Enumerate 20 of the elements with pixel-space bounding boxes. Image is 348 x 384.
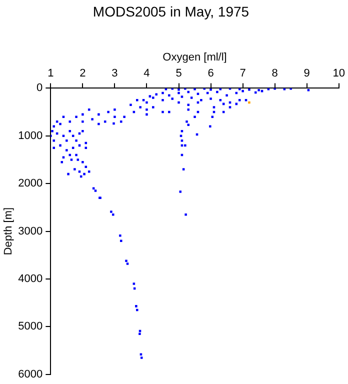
x-tick-label: 2 (80, 68, 86, 80)
x-tick-label: 3 (112, 68, 118, 80)
x-tick-label: 10 (332, 68, 346, 80)
x-tick-label: 4 (144, 68, 150, 80)
y-tick-label: 6000 (18, 368, 43, 380)
y-axis-title: Depth [m] (2, 207, 15, 256)
y-tick-label: 1000 (18, 130, 43, 142)
y-tick-label: 0 (36, 82, 43, 94)
x-tick-label: 5 (176, 68, 182, 80)
x-tick-label: 6 (208, 68, 214, 80)
x-tick-label: 8 (272, 68, 278, 80)
y-tick-label: 5000 (18, 320, 43, 333)
x-axis-title: Oxygen [ml/l] (162, 51, 227, 64)
x-tick-label: 1 (48, 68, 54, 80)
x-tick-label: 9 (304, 68, 310, 80)
y-tick-label: 2000 (18, 178, 43, 190)
y-tick-label: 4000 (18, 273, 43, 286)
y-tick-label: 3000 (18, 225, 43, 238)
x-tick-label: 7 (240, 68, 246, 80)
chart-title: MODS2005 in May, 1975 (92, 3, 250, 20)
